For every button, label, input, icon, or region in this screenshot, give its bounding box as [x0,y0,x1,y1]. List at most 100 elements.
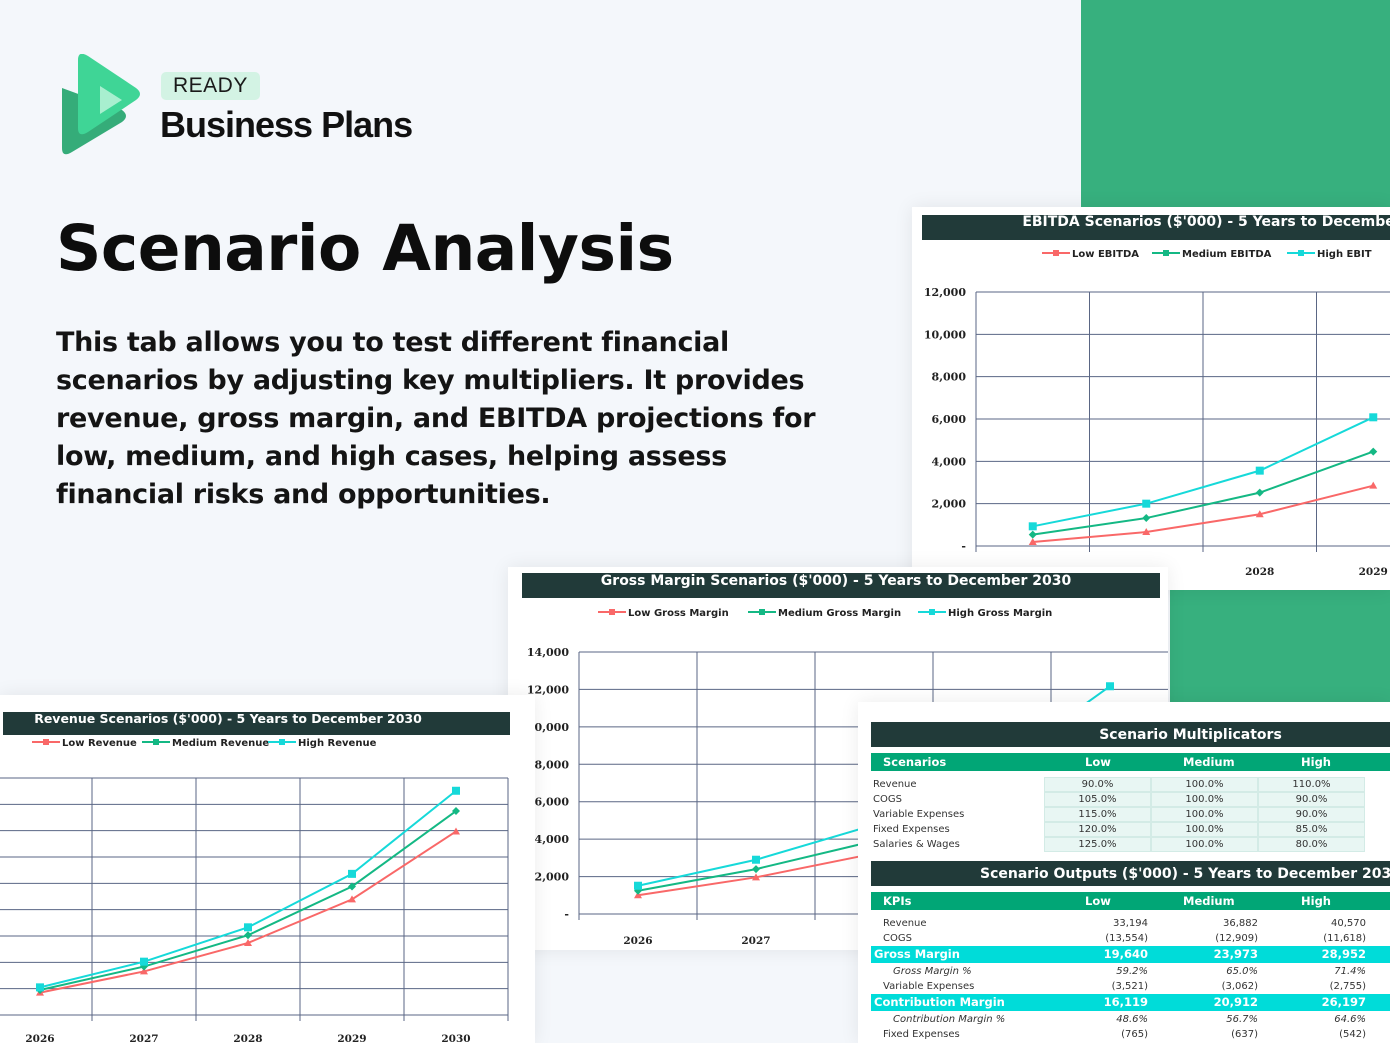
data-point-square [1255,466,1264,475]
data-point-triangle [1142,528,1151,536]
x-tick-label: 2029 [337,1033,366,1043]
row-value: (3,062) [1221,981,1258,992]
legend-marker [759,609,765,615]
multiplier-cell[interactable]: 90.0% [1258,807,1365,822]
multipliers-title: Scenario Multiplicators [871,722,1390,747]
multiplier-cell[interactable]: 100.0% [1151,807,1258,822]
ebitda-chart-card: EBITDA Scenarios ($'000) - 5 Years to De… [912,207,1390,590]
legend-label: Low Gross Margin [628,608,729,619]
data-point-diamond [140,962,148,971]
row-value: (765) [1121,1029,1148,1040]
x-tick-label: 2028 [233,1033,262,1043]
multiplier-row: Fixed Expenses 120.0% 100.0% 85.0% [858,822,1390,837]
data-point-square [140,957,148,966]
data-point-triangle [1028,537,1037,545]
revenue-chart-card: Revenue Scenarios ($'000) - 5 Years to D… [0,695,535,1043]
chart-title-bar [522,573,1160,598]
series-line [39,789,457,989]
data-point-triangle [140,967,148,975]
data-point-square [1142,499,1151,508]
row-value: 26,197 [1321,995,1366,1009]
multiplier-row: COGS 105.0% 100.0% 90.0% [858,792,1390,807]
legend-marker [1298,250,1304,256]
chart-title: Gross Margin Scenarios ($'000) - 5 Years… [601,573,1072,589]
multiplier-cell[interactable]: 115.0% [1044,807,1151,822]
output-row: Gross Margin % 59.2% 65.0% 71.4% [858,964,1390,979]
multiplier-row: Revenue 90.0% 100.0% 110.0% [858,777,1390,792]
brand-badge: READY [161,72,260,100]
header-kpis: KPIs [883,894,912,908]
header-low: Low [1085,755,1111,769]
data-point-triangle [244,938,252,946]
legend-marker [929,609,935,615]
output-row: Gross Margin 19,640 23,973 28,952 [871,946,1390,963]
row-label: Salaries & Wages [873,839,960,850]
row-value: (3,521) [1111,981,1148,992]
row-label: Variable Expenses [873,809,965,820]
multiplier-cell[interactable]: 100.0% [1151,792,1258,807]
data-point-square [634,881,642,890]
data-point-triangle [1255,510,1264,518]
row-label: Contribution Margin [874,995,1005,1009]
multiplier-cell[interactable]: 110.0% [1258,777,1365,792]
x-tick-label: 2028 [1245,566,1274,578]
row-label: COGS [883,933,912,944]
output-row: Contribution Margin % 48.6% 56.7% 64.6% [858,1012,1390,1027]
multiplier-cell[interactable]: 100.0% [1151,777,1258,792]
decor-block-top [1081,0,1390,208]
multiplier-cell[interactable]: 120.0% [1044,822,1151,837]
page-description: This tab allows you to test different fi… [56,327,816,510]
row-label: Revenue [873,779,917,790]
multiplier-cell[interactable]: 125.0% [1044,837,1151,852]
header-high: High [1301,755,1331,769]
data-point-square [36,983,44,992]
row-value: 33,194 [1113,918,1148,929]
legend-marker [279,739,285,745]
header-medium: Medium [1183,894,1235,908]
chart-title: Revenue Scenarios ($'000) - 5 Years to D… [34,711,422,726]
row-value: (11,618) [1323,933,1366,944]
legend-marker [1163,250,1169,256]
row-label: Variable Expenses [883,981,975,992]
x-tick-label: 2030 [441,1033,470,1043]
data-point-square [244,923,252,932]
row-value: (12,909) [1215,933,1258,944]
data-point-diamond [752,865,760,874]
y-tick-label: 12,000 [924,286,966,299]
legend-label: High Gross Margin [948,608,1052,619]
x-tick-label: 2027 [741,935,770,947]
y-tick-label: 4,000 [535,833,570,846]
y-tick-label: 4,000 [932,455,967,468]
multiplier-row: Salaries & Wages 125.0% 100.0% 80.0% [858,837,1390,852]
data-point-diamond [1369,447,1378,456]
y-tick-label: 14,000 [527,646,569,659]
data-point-diamond [452,807,460,816]
row-value: 56.7% [1226,1014,1258,1025]
row-value: 28,952 [1321,947,1366,961]
multiplier-cell[interactable]: 85.0% [1258,822,1365,837]
multiplier-cell[interactable]: 100.0% [1151,822,1258,837]
data-point-diamond [1142,514,1151,523]
row-label: COGS [873,794,902,805]
row-label: Gross Margin [874,947,960,961]
row-label: Fixed Expenses [883,1029,960,1040]
y-tick-label: 8,000 [932,371,967,384]
row-value: 64.6% [1334,1014,1366,1025]
data-point-square [752,855,760,864]
multiplier-cell[interactable]: 90.0% [1258,792,1365,807]
multiplier-cell[interactable]: 105.0% [1044,792,1151,807]
row-value: (13,554) [1105,933,1148,944]
header-high: High [1301,894,1331,908]
data-point-square [452,786,460,795]
data-point-triangle [752,873,760,881]
output-row: COGS (13,554) (12,909) (11,618) [858,931,1390,946]
header-scenarios: Scenarios [883,755,947,769]
data-point-diamond [1255,488,1264,497]
multiplier-cell[interactable]: 90.0% [1044,777,1151,792]
data-point-square [348,869,356,878]
legend-label: Medium Gross Margin [778,608,901,619]
multiplier-cell[interactable]: 80.0% [1258,837,1365,852]
row-value: (542) [1339,1029,1366,1040]
output-row: Revenue 33,194 36,882 40,570 [858,916,1390,931]
multiplier-cell[interactable]: 100.0% [1151,837,1258,852]
